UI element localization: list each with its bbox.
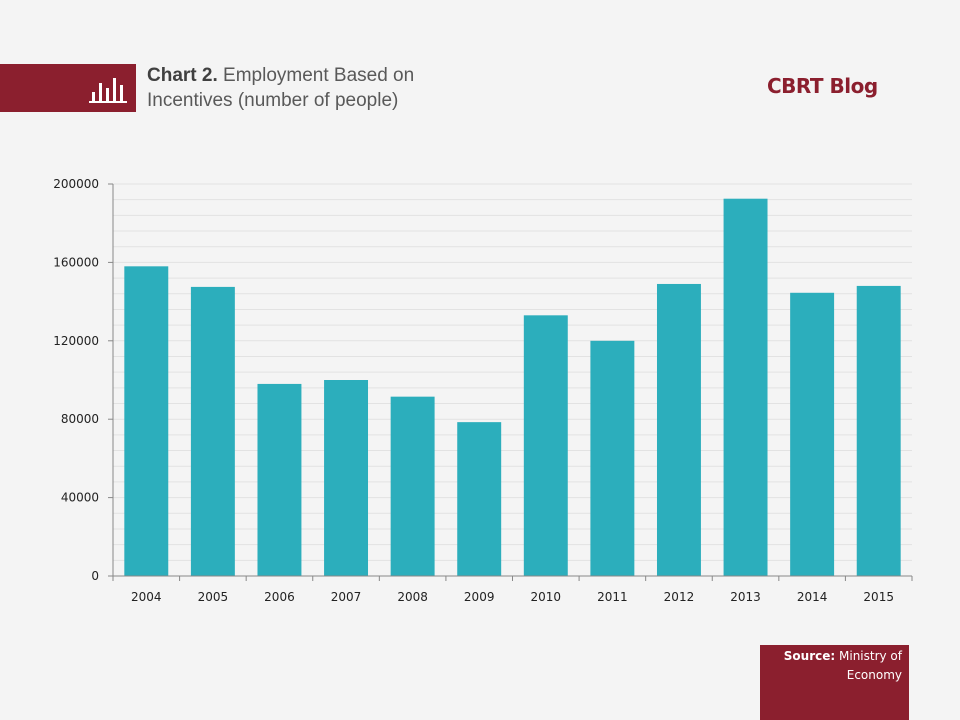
- bar-2008: [390, 396, 435, 576]
- gridlines: [113, 183, 912, 561]
- bar-chart-icon: [89, 78, 127, 103]
- x-tick-label: 2010: [531, 590, 562, 604]
- chart-number: Chart 2.: [147, 65, 218, 86]
- y-tick-label: 160000: [53, 255, 99, 269]
- chart-title: Chart 2. Employment Based on Incentives …: [147, 63, 414, 113]
- source-box: Source: Ministry of Economy: [760, 645, 909, 720]
- bar-2006: [257, 383, 302, 576]
- x-tick-label: 2007: [331, 590, 362, 604]
- x-tick-label: 2012: [664, 590, 695, 604]
- bar-2004: [124, 266, 169, 576]
- x-tick-label: 2006: [264, 590, 295, 604]
- x-tick-label: 2005: [198, 590, 229, 604]
- bar-2010: [523, 315, 568, 576]
- x-tick-label: 2004: [131, 590, 162, 604]
- x-tick-label: 2015: [863, 590, 894, 604]
- y-tick-labels: 0 40000 80000 120000 160000 200000: [53, 177, 99, 583]
- bar-2009: [457, 422, 502, 576]
- source-label: Source:: [783, 649, 836, 663]
- bar-2007: [324, 380, 369, 576]
- brand-label: CBRT Blog: [767, 74, 878, 98]
- x-tick-label: 2009: [464, 590, 495, 604]
- bar-2015: [856, 285, 901, 576]
- x-tick-label: 2011: [597, 590, 628, 604]
- title-line1: Employment Based on: [223, 65, 415, 86]
- bar-2005: [190, 286, 235, 576]
- bar-2012: [656, 283, 701, 576]
- y-tick-label: 200000: [53, 177, 99, 191]
- y-tick-label: 120000: [53, 334, 99, 348]
- bar-2014: [790, 292, 835, 576]
- x-tick-labels: 2004 2005 2006 2007 2008 2009 2010 2011 2012 2013…: [131, 590, 894, 604]
- x-tick-label: 2008: [397, 590, 428, 604]
- y-tick-label: 0: [91, 569, 99, 583]
- source-text-1: Ministry of: [839, 649, 902, 663]
- y-tick-label: 40000: [61, 491, 99, 505]
- bars: [124, 198, 901, 576]
- bar-2011: [590, 340, 635, 576]
- title-line2: Incentives (number of people): [147, 90, 399, 111]
- bar-2013: [723, 198, 768, 576]
- axes: [108, 183, 913, 581]
- x-tick-label: 2014: [797, 590, 828, 604]
- source-text-2: Economy: [846, 668, 902, 682]
- x-tick-label: 2013: [730, 590, 761, 604]
- y-tick-label: 80000: [61, 412, 99, 426]
